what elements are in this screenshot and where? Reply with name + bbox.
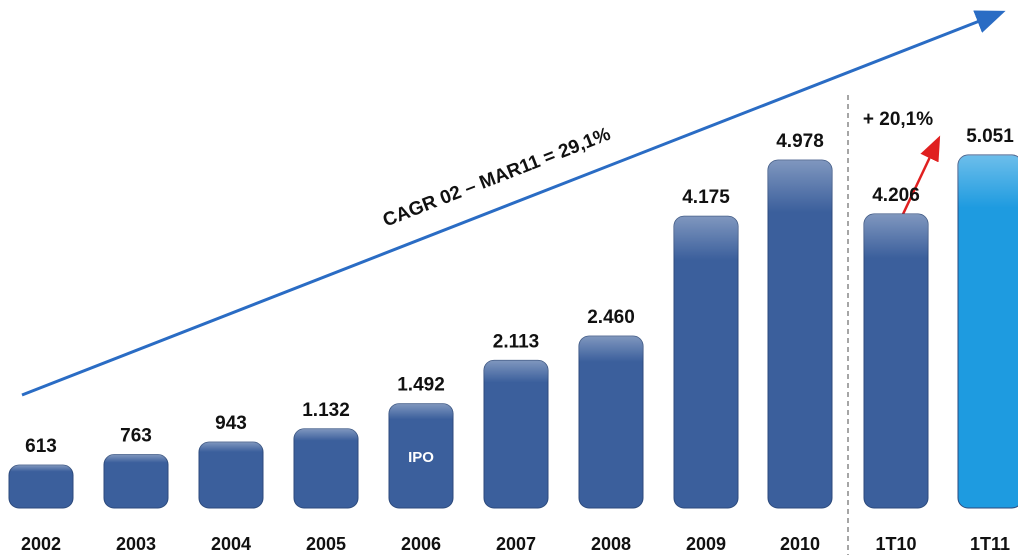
bar-shine — [294, 428, 358, 508]
bar-shine — [104, 454, 168, 508]
value-label: 943 — [215, 413, 247, 434]
bar-shine — [579, 336, 643, 508]
x-tick-label: 1T10 — [875, 534, 916, 554]
value-label: 4.206 — [872, 185, 920, 206]
bar-shine — [9, 465, 73, 508]
value-label: 4.978 — [776, 131, 824, 152]
trend-arrow — [21, 10, 1006, 397]
bar-shine — [864, 214, 928, 509]
bar-shine — [674, 216, 738, 509]
value-label: 1.132 — [302, 400, 350, 421]
value-label: 1.492 — [397, 375, 445, 396]
x-tick-label: 2010 — [780, 534, 820, 554]
x-tick-label: 2006 — [401, 534, 441, 554]
value-label: 763 — [120, 426, 152, 447]
value-label: 2.113 — [493, 331, 540, 352]
bar-shine — [484, 360, 548, 508]
value-label: 613 — [25, 436, 57, 457]
x-tick-label: 1T11 — [970, 534, 1010, 554]
bar-shine — [389, 403, 453, 508]
x-tick-label: 2007 — [496, 534, 536, 554]
value-label: 5.051 — [966, 126, 1014, 147]
x-tick-label: 2008 — [591, 534, 631, 554]
x-tick-label: 2004 — [211, 534, 251, 554]
bar-shine — [958, 155, 1018, 508]
growth-annotation: + 20,1% — [863, 109, 933, 130]
x-tick-label: 2002 — [21, 534, 61, 554]
ipo-annotation: IPO — [408, 449, 434, 466]
value-label: 2.460 — [587, 307, 635, 328]
bar-shine — [199, 442, 263, 508]
x-tick-label: 2003 — [116, 534, 156, 554]
bar-shine — [768, 160, 832, 509]
x-tick-label: 2009 — [686, 534, 726, 554]
value-label: 4.175 — [682, 187, 730, 208]
x-tick-label: 2005 — [306, 534, 346, 554]
